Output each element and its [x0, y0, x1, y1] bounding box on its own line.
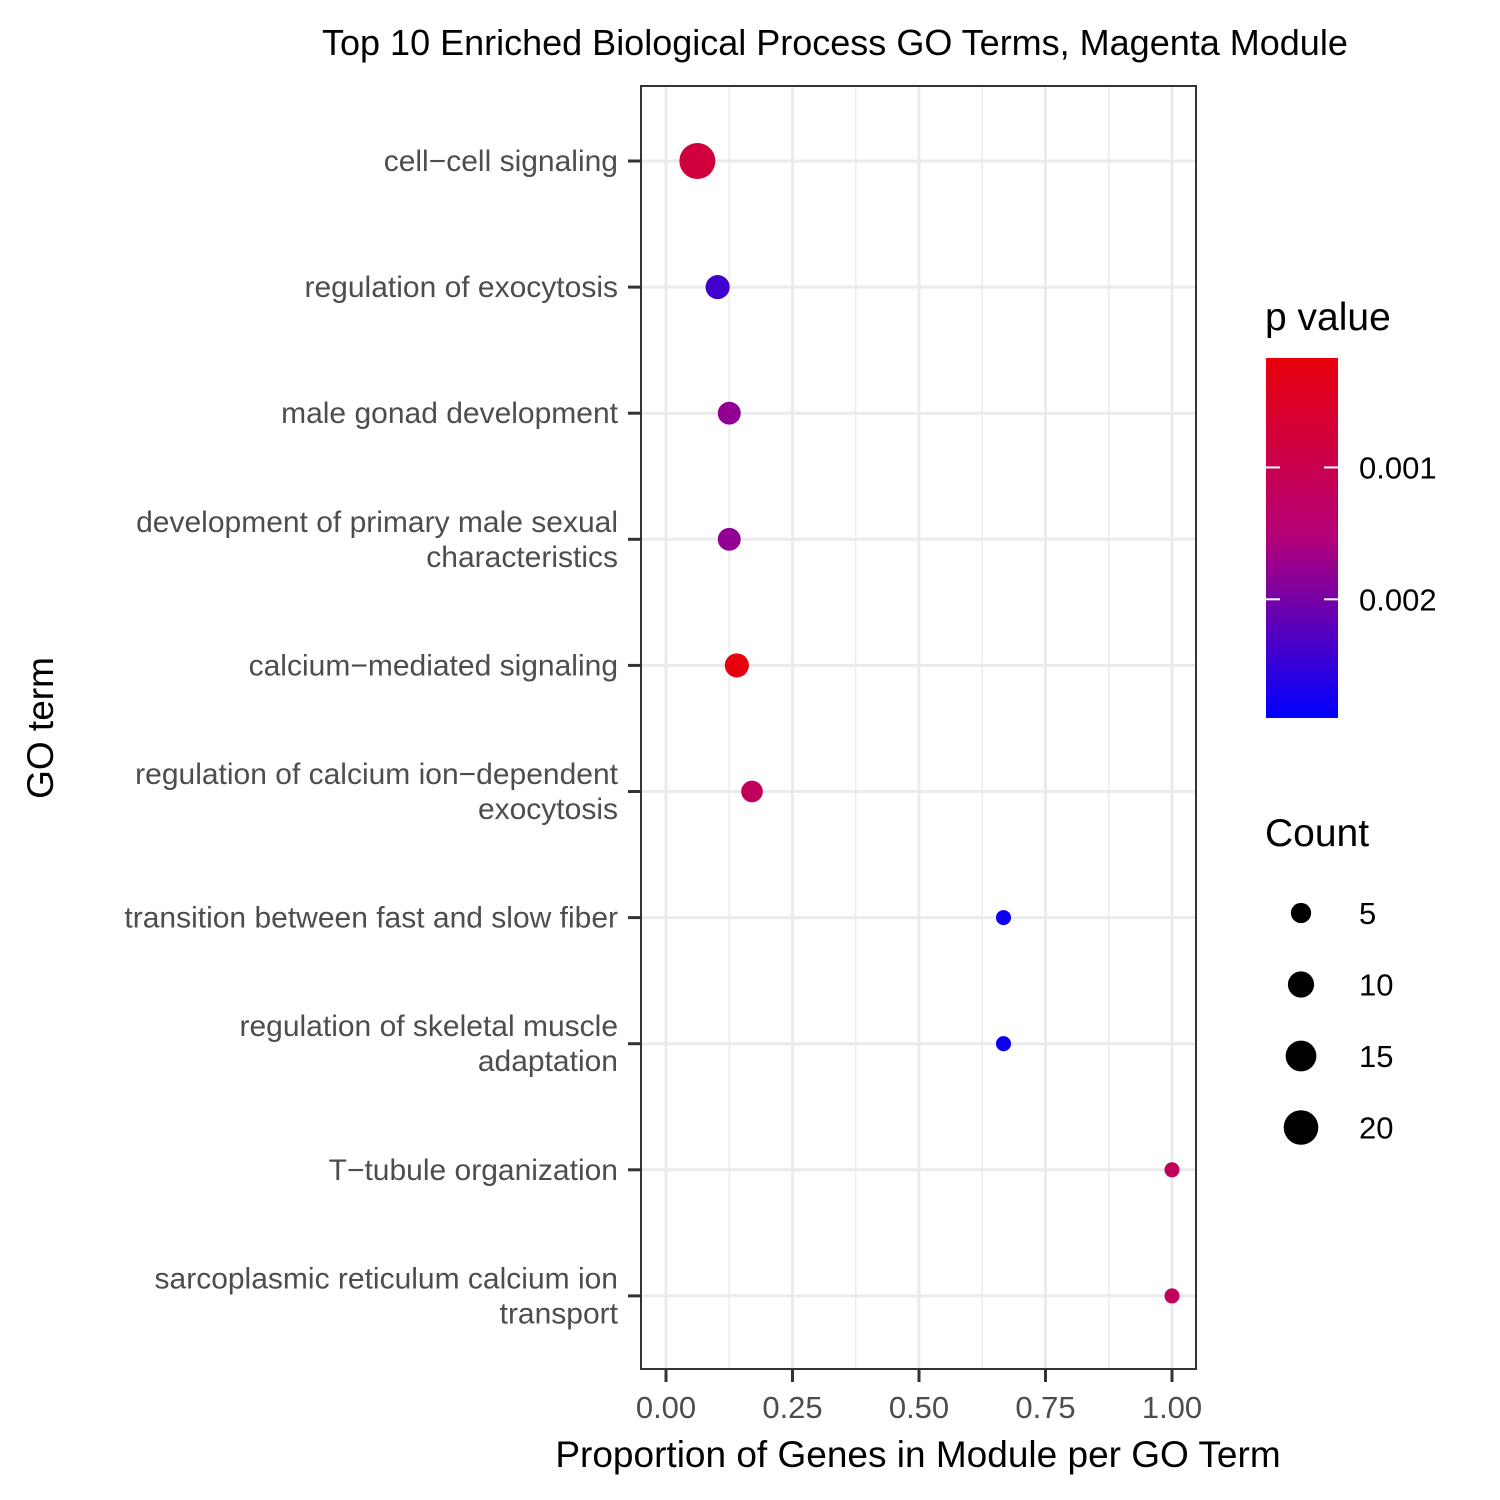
chart-title: Top 10 Enriched Biological Process GO Te… — [322, 22, 1348, 63]
data-point — [679, 142, 716, 180]
size-legend-label: 10 — [1359, 968, 1393, 1003]
data-point — [995, 1036, 1012, 1052]
size-legend-label: 15 — [1359, 1039, 1393, 1074]
y-tick-label: male gonad development — [281, 397, 619, 430]
data-point — [717, 527, 741, 551]
y-tick-label: calcium−mediated signaling — [249, 649, 618, 682]
size-legend-key — [1285, 1040, 1317, 1072]
size-legend-key — [1283, 1110, 1319, 1145]
data-point — [995, 910, 1012, 926]
y-tick-label: regulation of exocytosis — [304, 271, 618, 304]
data-point — [717, 401, 741, 425]
color-legend-bar — [1266, 358, 1338, 718]
y-tick-label: transition between fast and slow fiber — [124, 902, 618, 935]
color-legend-ticks: 0.001 0.002 — [1266, 450, 1437, 617]
color-legend-title: p value — [1265, 296, 1391, 339]
color-legend-label: 0.002 — [1359, 582, 1437, 617]
data-point — [1164, 1288, 1180, 1304]
x-tick-label: 0.25 — [762, 1390, 822, 1425]
size-legend: 5 10 15 20 — [1283, 896, 1393, 1146]
y-tick-labels: cell−cell signaling regulation of exocyto… — [124, 145, 641, 1330]
y-tick-label: regulation of skeletal muscle — [239, 1010, 618, 1043]
y-tick-label: sarcoplasmic reticulum calcium ion — [155, 1262, 618, 1295]
x-tick-label: 1.00 — [1142, 1390, 1202, 1425]
y-tick-label: cell−cell signaling — [384, 145, 618, 178]
data-point — [705, 275, 730, 300]
x-tick-label: 0.50 — [889, 1390, 949, 1425]
y-axis-title: GO term — [20, 657, 61, 799]
y-tick-label: characteristics — [426, 541, 618, 574]
x-tick-label: 0.75 — [1015, 1390, 1075, 1425]
color-legend-label: 0.001 — [1359, 450, 1437, 485]
data-point — [741, 780, 763, 803]
size-legend-key — [1287, 971, 1315, 998]
grid-lines — [641, 86, 1196, 1369]
y-tick-label: development of primary male sexual — [136, 506, 618, 539]
x-tick-labels: 0.00 0.25 0.50 0.75 1.00 — [636, 1369, 1202, 1425]
data-point — [1164, 1162, 1180, 1178]
y-tick-label: exocytosis — [478, 793, 618, 826]
y-tick-label: T−tubule organization — [329, 1154, 618, 1187]
x-tick-label: 0.00 — [636, 1390, 696, 1425]
size-legend-title: Count — [1265, 812, 1369, 855]
data-points — [679, 142, 1180, 1304]
size-legend-label: 5 — [1359, 896, 1376, 931]
size-legend-key — [1290, 902, 1312, 924]
size-legend-label: 20 — [1359, 1111, 1393, 1146]
y-tick-label: adaptation — [478, 1045, 618, 1078]
data-point — [724, 653, 749, 678]
y-tick-label: regulation of calcium ion−dependent — [135, 758, 619, 791]
x-axis-title: Proportion of Genes in Module per GO Ter… — [555, 1434, 1280, 1475]
y-tick-label: transport — [500, 1297, 619, 1330]
